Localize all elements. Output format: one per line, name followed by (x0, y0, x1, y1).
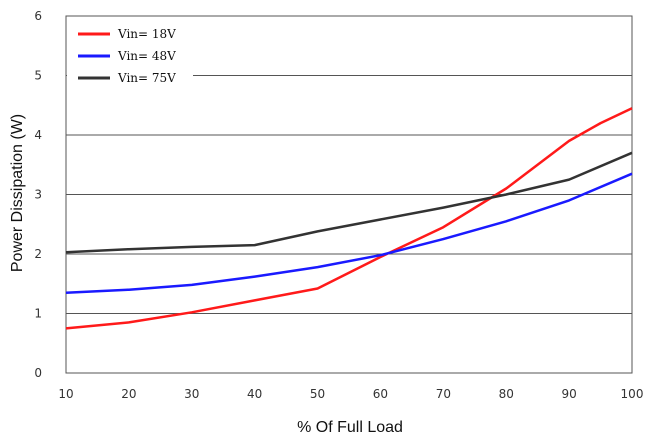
x-tick-label: 10 (58, 387, 73, 401)
y-tick-label: 0 (34, 366, 42, 380)
y-tick-label: 6 (34, 9, 42, 23)
y-tick-label: 5 (34, 69, 42, 83)
x-tick-label: 30 (184, 387, 199, 401)
x-axis-label: % Of Full Load (297, 419, 403, 436)
plot-area-frame (65, 15, 633, 374)
legend-label: Vin= 48V (117, 49, 176, 63)
series-line-1 (65, 107, 633, 330)
x-tick-label: 20 (121, 387, 136, 401)
x-tick-label: 100 (621, 387, 644, 401)
x-tick-label: 70 (436, 387, 451, 401)
series-lines (65, 107, 633, 330)
y-tick-label: 4 (34, 128, 42, 142)
legend-label: Vin= 75V (117, 71, 176, 85)
x-tick-label: 50 (310, 387, 325, 401)
y-axis-ticks: 0 1 2 3 4 5 6 (34, 9, 42, 380)
x-tick-label: 90 (561, 387, 576, 401)
y-tick-label: 3 (34, 188, 42, 202)
x-tick-label: 60 (373, 387, 388, 401)
x-axis-ticks: 10 20 30 40 50 60 70 80 90 100 (58, 387, 643, 401)
y-axis-label: Power Dissipation (W) (9, 114, 26, 272)
grid-lines (66, 75, 632, 314)
legend-label: Vin= 18V (117, 27, 176, 41)
y-tick-label: 2 (34, 247, 42, 261)
x-tick-label: 40 (247, 387, 262, 401)
legend: Vin= 18V Vin= 48V Vin= 75V (67, 17, 193, 89)
series-line-3 (65, 151, 633, 254)
y-tick-label: 1 (34, 307, 42, 321)
series-line-2 (65, 172, 633, 294)
x-tick-label: 80 (499, 387, 514, 401)
